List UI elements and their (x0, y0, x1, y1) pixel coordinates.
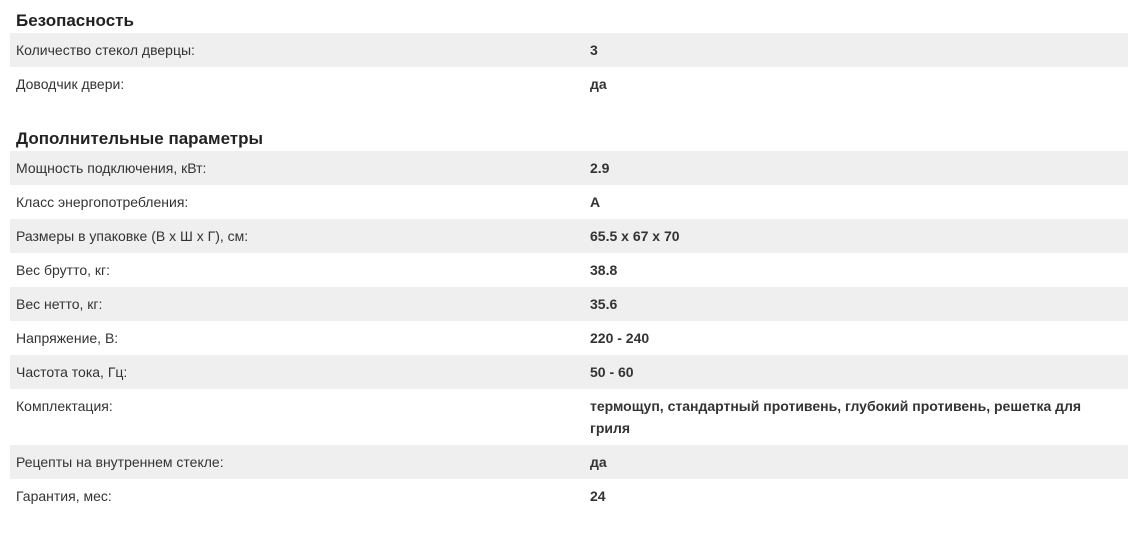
spec-table: Количество стекол дверцы: 3 Доводчик двери… (10, 33, 1128, 101)
spec-row: Частота тока, Гц: 50 - 60 (10, 355, 1128, 389)
spec-table: Мощность подключения, кВт: 2.9 Класс энерг… (10, 151, 1128, 513)
spec-label: Размеры в упаковке (В x Ш x Г), см: (16, 228, 249, 244)
spec-value: 38.8 (590, 262, 618, 278)
spec-value: A (590, 194, 601, 210)
spec-label: Доводчик двери: (16, 76, 125, 92)
spec-label: Гарантия, мес: (16, 488, 112, 504)
specs-container: Безопасность Количество стекол дверцы: 3 Д… (0, 9, 1128, 513)
spec-row: Количество стекол дверцы: 3 (10, 33, 1128, 67)
spec-value: термощуп, стандартный противень, глубоки… (590, 398, 1082, 436)
spec-row: Напряжение, В: 220 - 240 (10, 321, 1128, 355)
spec-row: Вес нетто, кг: 35.6 (10, 287, 1128, 321)
spec-row: Комплектация: термощуп, стандартный проти… (10, 389, 1128, 445)
spec-label: Количество стекол дверцы: (16, 42, 195, 58)
spec-value: 35.6 (590, 296, 618, 312)
spec-label: Вес брутто, кг: (16, 262, 111, 278)
spec-label: Рецепты на внутреннем стекле: (16, 454, 224, 470)
spec-value: 65.5 x 67 x 70 (590, 228, 680, 244)
spec-label: Комплектация: (16, 398, 113, 414)
spec-label: Напряжение, В: (16, 330, 119, 346)
spec-row: Доводчик двери: да (10, 67, 1128, 101)
spec-value: 24 (590, 488, 606, 504)
spec-value: 50 - 60 (590, 364, 634, 380)
spec-label: Вес нетто, кг: (16, 296, 103, 312)
spec-value: 220 - 240 (590, 330, 650, 346)
section-safety: Безопасность Количество стекол дверцы: 3 Д… (10, 9, 1128, 101)
spec-row: Вес брутто, кг: 38.8 (10, 253, 1128, 287)
spec-value: да (590, 454, 607, 470)
spec-row: Класс энергопотребления: A (10, 185, 1128, 219)
spec-value: 3 (590, 42, 598, 58)
spec-label: Мощность подключения, кВт: (16, 160, 207, 176)
spec-label: Класс энергопотребления: (16, 194, 189, 210)
spec-row: Гарантия, мес: 24 (10, 479, 1128, 513)
section-additional-params: Дополнительные параметры Мощность подклю… (10, 127, 1128, 513)
section-title: Дополнительные параметры (16, 129, 264, 148)
section-title: Безопасность (16, 11, 134, 30)
spec-label: Частота тока, Гц: (16, 364, 128, 380)
spec-row: Рецепты на внутреннем стекле: да (10, 445, 1128, 479)
spec-value: да (590, 76, 607, 92)
spec-value: 2.9 (590, 160, 610, 176)
spec-row: Размеры в упаковке (В x Ш x Г), см: 65.5 … (10, 219, 1128, 253)
spec-row: Мощность подключения, кВт: 2.9 (10, 151, 1128, 185)
